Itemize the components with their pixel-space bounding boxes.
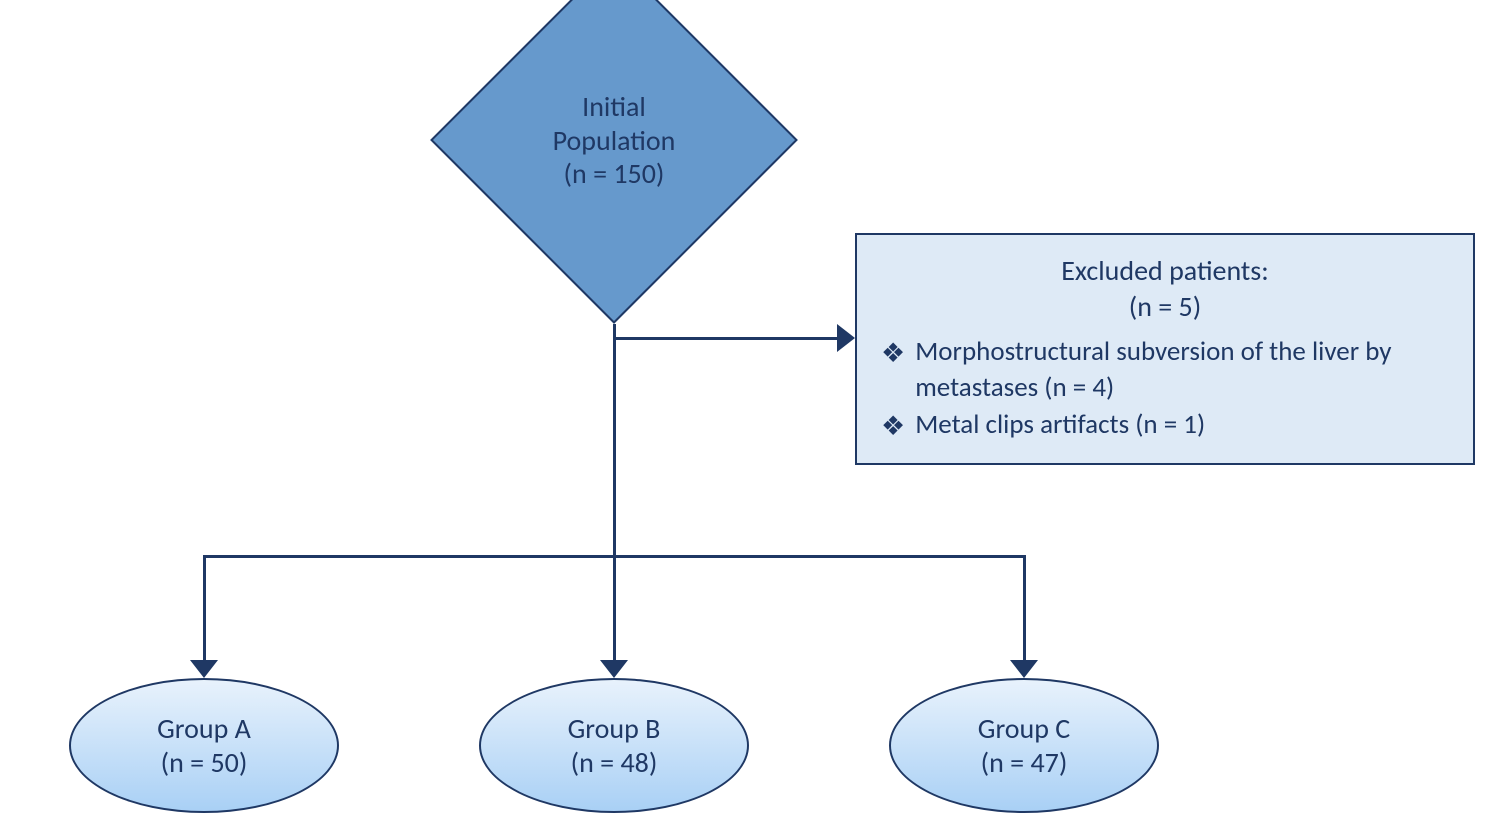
group-b-line2: (n = 48) bbox=[568, 746, 661, 780]
group-c-line1: Group C bbox=[978, 712, 1070, 746]
arrow-head-down-icon bbox=[600, 660, 628, 678]
excluded-bullet2: Metal clips artifacts (n = 1) bbox=[915, 407, 1205, 443]
excluded-title: Excluded patients: (n = 5) bbox=[881, 253, 1449, 326]
start-line2: Population bbox=[553, 123, 676, 157]
arrow-head-down-icon bbox=[1010, 660, 1038, 678]
connector-line bbox=[613, 324, 616, 558]
excluded-bullet2-row: ❖ Metal clips artifacts (n = 1) bbox=[881, 407, 1449, 445]
start-line3: (n = 150) bbox=[553, 157, 676, 191]
group-a-node: Group A (n = 50) bbox=[69, 678, 339, 813]
start-line1: Initial bbox=[553, 90, 676, 124]
arrow-head-down-icon bbox=[190, 660, 218, 678]
group-c-content: Group C (n = 47) bbox=[978, 712, 1070, 779]
excluded-title-line2: (n = 5) bbox=[1129, 289, 1202, 324]
group-a-content: Group A (n = 50) bbox=[157, 712, 251, 779]
group-c-line2: (n = 47) bbox=[978, 746, 1070, 780]
excluded-node: Excluded patients: (n = 5) ❖ Morphostruc… bbox=[855, 233, 1475, 465]
connector-line bbox=[613, 337, 838, 340]
group-a-line2: (n = 50) bbox=[157, 746, 251, 780]
connector-line bbox=[613, 555, 616, 662]
group-a-line1: Group A bbox=[157, 712, 251, 746]
group-b-node: Group B (n = 48) bbox=[479, 678, 749, 813]
group-b-content: Group B (n = 48) bbox=[568, 712, 661, 779]
excluded-title-line1: Excluded patients: bbox=[1061, 253, 1269, 288]
start-node: Initial Population (n = 150) bbox=[430, 0, 798, 324]
connector-line bbox=[203, 555, 206, 662]
arrow-head-right-icon bbox=[837, 324, 855, 352]
connector-line bbox=[1023, 555, 1026, 662]
diamond-bullet-icon: ❖ bbox=[881, 409, 905, 445]
start-node-content: Initial Population (n = 150) bbox=[553, 90, 676, 191]
group-c-node: Group C (n = 47) bbox=[889, 678, 1159, 813]
excluded-bullet1: Morphostructural subversion of the liver… bbox=[915, 334, 1449, 407]
group-b-line1: Group B bbox=[568, 712, 661, 746]
excluded-bullet1-row: ❖ Morphostructural subversion of the liv… bbox=[881, 334, 1449, 407]
diamond-bullet-icon: ❖ bbox=[881, 336, 905, 372]
